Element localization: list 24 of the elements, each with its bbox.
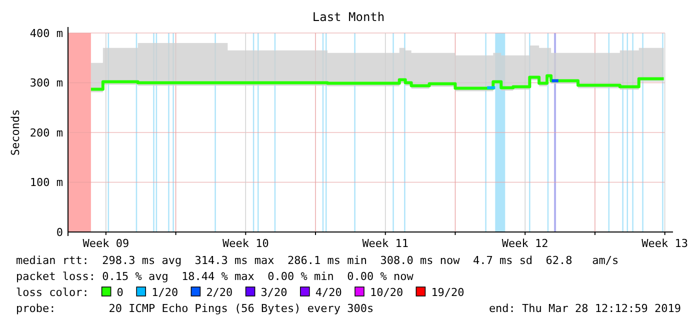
legend-label: 3/20 — [260, 286, 288, 299]
legend-label: 19/20 — [431, 286, 464, 299]
legend-label: 1/20 — [152, 286, 178, 299]
legend-label: 0 — [116, 286, 124, 299]
y-tick-label: 100 m — [30, 176, 64, 190]
x-tick-label: Week 10 — [222, 237, 269, 250]
y-tick-label: 400 m — [30, 26, 64, 40]
text: packet loss: 0.15 % avg 18.44 % max 0.00 % min 0.00 % now — [16, 270, 414, 283]
y-tick-label: 200 m — [30, 126, 64, 140]
y-tick-label: 0 — [56, 226, 63, 239]
x-tick-label: Week 09 — [82, 237, 130, 250]
legend-label: 2/20 — [206, 286, 233, 299]
text: median rtt: 298.3 ms avg 314.3 ms max 286.1 ms min 308.0 ms now 4.7 ms sd 62.8 am/s — [16, 254, 619, 267]
x-tick-label: Week 11 — [362, 237, 409, 250]
legend-title: loss color: — [16, 286, 89, 299]
y-axis-title: Seconds — [9, 109, 22, 156]
text: probe: 20 ICMP Echo Pings (56 Bytes) every 300s — [16, 302, 374, 315]
legend-label: 10/20 — [370, 286, 404, 299]
legend-label: 4/20 — [315, 286, 342, 299]
x-tick-label: Week 12 — [502, 237, 548, 250]
y-tick-label: 300 m — [30, 76, 64, 90]
text: end: Thu Mar 28 12:12:59 2019 — [488, 302, 681, 315]
x-tick-label: Week 13 — [642, 237, 688, 250]
chart-title: Last Month — [312, 10, 385, 24]
